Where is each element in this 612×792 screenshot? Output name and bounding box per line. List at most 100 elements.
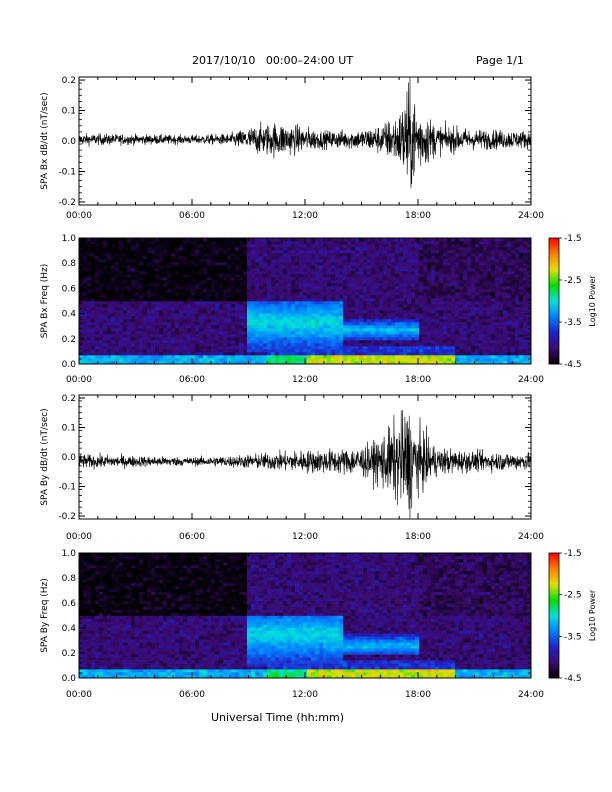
heatmap-cell bbox=[459, 238, 464, 242]
heatmap-cell bbox=[139, 289, 144, 293]
heatmap-cell bbox=[371, 277, 376, 281]
heatmap-cell bbox=[435, 250, 440, 254]
heatmap-cell bbox=[219, 325, 224, 329]
heatmap-cell bbox=[267, 277, 272, 281]
heatmap-cell bbox=[459, 316, 464, 320]
heatmap-cell bbox=[163, 262, 168, 266]
heatmap-cell bbox=[363, 289, 368, 293]
heatmap-cell bbox=[223, 310, 228, 314]
heatmap-cell bbox=[391, 286, 396, 290]
heatmap-cell bbox=[195, 256, 200, 260]
heatmap-cell bbox=[223, 349, 228, 353]
heatmap-cell bbox=[143, 292, 148, 296]
heatmap-cell bbox=[407, 256, 412, 260]
heatmap-cell bbox=[459, 307, 464, 311]
heatmap-cell bbox=[243, 259, 248, 263]
heatmap-cell bbox=[323, 343, 328, 347]
heatmap-cell bbox=[451, 346, 456, 350]
heatmap-cell bbox=[343, 241, 348, 245]
heatmap-cell bbox=[307, 295, 312, 299]
heatmap-cell bbox=[523, 313, 528, 317]
heatmap-cell bbox=[399, 361, 404, 365]
heatmap-cell bbox=[323, 259, 328, 263]
heatmap-cell bbox=[215, 244, 220, 248]
heatmap-cell bbox=[243, 247, 248, 251]
heatmap-cell bbox=[331, 295, 336, 299]
heatmap-cell bbox=[211, 268, 216, 272]
heatmap-cell bbox=[283, 328, 288, 332]
heatmap-cell bbox=[523, 250, 528, 254]
heatmap-cell bbox=[463, 292, 468, 296]
heatmap-cell bbox=[79, 316, 84, 320]
heatmap-cell bbox=[303, 340, 308, 344]
heatmap-cell bbox=[411, 304, 416, 308]
heatmap-cell bbox=[455, 256, 460, 260]
heatmap-cell bbox=[211, 238, 216, 242]
heatmap-cell bbox=[343, 355, 348, 359]
heatmap-cell bbox=[471, 268, 476, 272]
heatmap-cell bbox=[263, 241, 268, 245]
heatmap-cell bbox=[351, 301, 356, 305]
heatmap-cell bbox=[79, 280, 84, 284]
heatmap-cell bbox=[415, 259, 420, 263]
heatmap-cell bbox=[439, 244, 444, 248]
heatmap-cell bbox=[495, 247, 500, 251]
heatmap-cell bbox=[119, 319, 124, 323]
heatmap-cell bbox=[99, 340, 104, 344]
heatmap-cell bbox=[283, 304, 288, 308]
heatmap-cell bbox=[139, 313, 144, 317]
heatmap-cell bbox=[331, 358, 336, 362]
heatmap-cell bbox=[411, 280, 416, 284]
heatmap-cell bbox=[415, 328, 420, 332]
heatmap-cell bbox=[427, 268, 432, 272]
heatmap-cell bbox=[395, 295, 400, 299]
heatmap-cell bbox=[527, 346, 532, 350]
heatmap-cell bbox=[363, 334, 368, 338]
heatmap-cell bbox=[395, 355, 400, 359]
heatmap-cell bbox=[131, 349, 136, 353]
heatmap-cell bbox=[103, 241, 108, 245]
heatmap-cell bbox=[467, 259, 472, 263]
heatmap-cell bbox=[431, 328, 436, 332]
heatmap-cell bbox=[391, 340, 396, 344]
heatmap-cell bbox=[323, 358, 328, 362]
heatmap-cell bbox=[91, 361, 96, 365]
heatmap-cell bbox=[263, 304, 268, 308]
heatmap-cell bbox=[195, 274, 200, 278]
heatmap-cell bbox=[495, 325, 500, 329]
heatmap-cell bbox=[219, 286, 224, 290]
heatmap-cell bbox=[367, 340, 372, 344]
heatmap-cell bbox=[83, 337, 88, 341]
heatmap-cell bbox=[279, 286, 284, 290]
heatmap-cell bbox=[527, 358, 532, 362]
heatmap-cell bbox=[467, 319, 472, 323]
heatmap-cell bbox=[471, 358, 476, 362]
heatmap-cell bbox=[147, 277, 152, 281]
heatmap-cell bbox=[211, 349, 216, 353]
heatmap-cell bbox=[111, 313, 116, 317]
heatmap-cell bbox=[319, 289, 324, 293]
heatmap-cell bbox=[155, 325, 160, 329]
heatmap-cell bbox=[491, 334, 496, 338]
heatmap-cell bbox=[119, 331, 124, 335]
heatmap-cell bbox=[507, 358, 512, 362]
heatmap-cell bbox=[255, 262, 260, 266]
heatmap-cell bbox=[179, 256, 184, 260]
heatmap-cell bbox=[187, 313, 192, 317]
heatmap-cell bbox=[195, 298, 200, 302]
heatmap-cell bbox=[339, 274, 344, 278]
heatmap-cell bbox=[499, 250, 504, 254]
heatmap-cell bbox=[219, 274, 224, 278]
heatmap-cell bbox=[423, 310, 428, 314]
heatmap-cell bbox=[111, 256, 116, 260]
heatmap-cell bbox=[447, 268, 452, 272]
heatmap-cell bbox=[271, 259, 276, 263]
heatmap-cell bbox=[327, 247, 332, 251]
heatmap-cell bbox=[107, 328, 112, 332]
heatmap-cell bbox=[431, 268, 436, 272]
heatmap-cell bbox=[211, 301, 216, 305]
heatmap-cell bbox=[475, 265, 480, 269]
heatmap-cell bbox=[171, 283, 176, 287]
heatmap-cell bbox=[187, 253, 192, 257]
heatmap-cell bbox=[375, 310, 380, 314]
